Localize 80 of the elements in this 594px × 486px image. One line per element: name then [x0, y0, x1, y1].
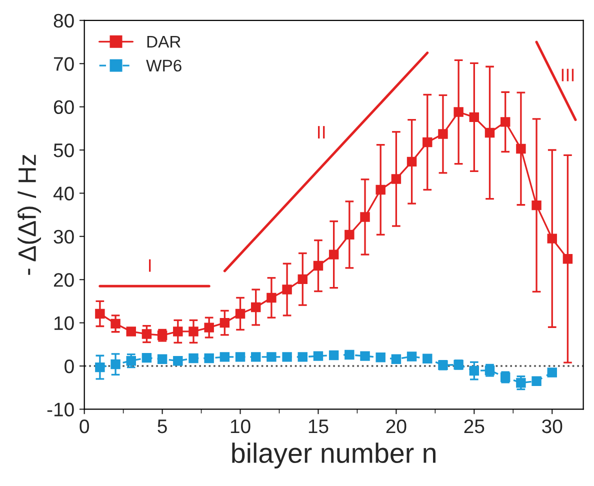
y-tick-label: 20 — [54, 273, 74, 287]
y-tick-label: 70 — [54, 57, 74, 71]
point — [406, 156, 417, 167]
point — [298, 274, 308, 284]
x-tick-label: 20 — [386, 419, 406, 434]
x-tick-label: 0 — [80, 419, 89, 434]
point — [406, 352, 417, 362]
x-axis-title: bilayer number n — [232, 442, 436, 469]
y-tick-label: 50 — [54, 143, 74, 158]
point — [532, 200, 542, 210]
point — [469, 366, 480, 376]
point — [516, 144, 526, 154]
point — [173, 326, 183, 336]
point — [422, 137, 432, 148]
point — [484, 128, 495, 138]
y-axis-title: - Δ(Δf) / Hz — [18, 154, 41, 275]
point — [438, 129, 448, 139]
point — [188, 326, 198, 336]
legend-label: DAR — [147, 36, 180, 48]
point — [142, 329, 152, 339]
point — [344, 230, 354, 240]
point — [126, 356, 136, 366]
point — [328, 250, 339, 260]
point — [126, 326, 136, 336]
x-tick-label: 15 — [308, 420, 328, 434]
point — [282, 284, 292, 294]
y-tick-label: 10 — [54, 316, 74, 330]
point — [422, 354, 432, 364]
x-tick-label: 10 — [230, 419, 250, 434]
point — [188, 353, 198, 364]
point — [313, 351, 324, 361]
point — [220, 318, 230, 328]
point — [500, 117, 510, 127]
point — [110, 359, 120, 370]
point — [235, 308, 246, 319]
point — [547, 368, 557, 378]
annotation: II — [318, 126, 325, 138]
point — [360, 212, 370, 222]
y-tick-label: 40 — [53, 186, 74, 200]
y-tick-label: 80 — [54, 14, 74, 28]
point — [547, 234, 557, 244]
point — [95, 308, 105, 319]
point — [157, 354, 168, 364]
point — [469, 112, 480, 122]
point — [142, 352, 152, 363]
point — [391, 354, 402, 364]
legend-label: WP6 — [146, 60, 182, 72]
point — [344, 350, 354, 360]
point — [313, 260, 324, 271]
y-tick-label: 30 — [54, 230, 74, 244]
x-tick-label: 5 — [158, 420, 167, 434]
point — [391, 174, 402, 184]
x-tick-label: 25 — [464, 419, 484, 434]
point — [235, 352, 246, 362]
x-tick-label: 30 — [542, 419, 562, 434]
point — [454, 107, 464, 117]
point — [251, 302, 261, 312]
y-tick-label: 0 — [64, 359, 74, 374]
y-tick-label: -10 — [47, 402, 74, 416]
point — [298, 352, 308, 362]
point — [360, 351, 370, 361]
point — [251, 352, 261, 362]
annotation: III — [562, 68, 574, 82]
annotation: I — [148, 259, 151, 272]
point — [173, 356, 183, 366]
point — [376, 352, 386, 362]
point — [204, 322, 214, 332]
point — [516, 378, 526, 388]
point — [220, 352, 230, 362]
point — [110, 318, 120, 329]
point — [95, 362, 105, 372]
point — [532, 376, 542, 386]
point — [266, 352, 276, 362]
point — [328, 350, 339, 360]
point — [562, 254, 573, 264]
point — [204, 353, 214, 364]
point — [266, 292, 276, 303]
point — [282, 352, 292, 362]
point — [376, 184, 386, 195]
y-tick-label: 60 — [54, 100, 74, 114]
